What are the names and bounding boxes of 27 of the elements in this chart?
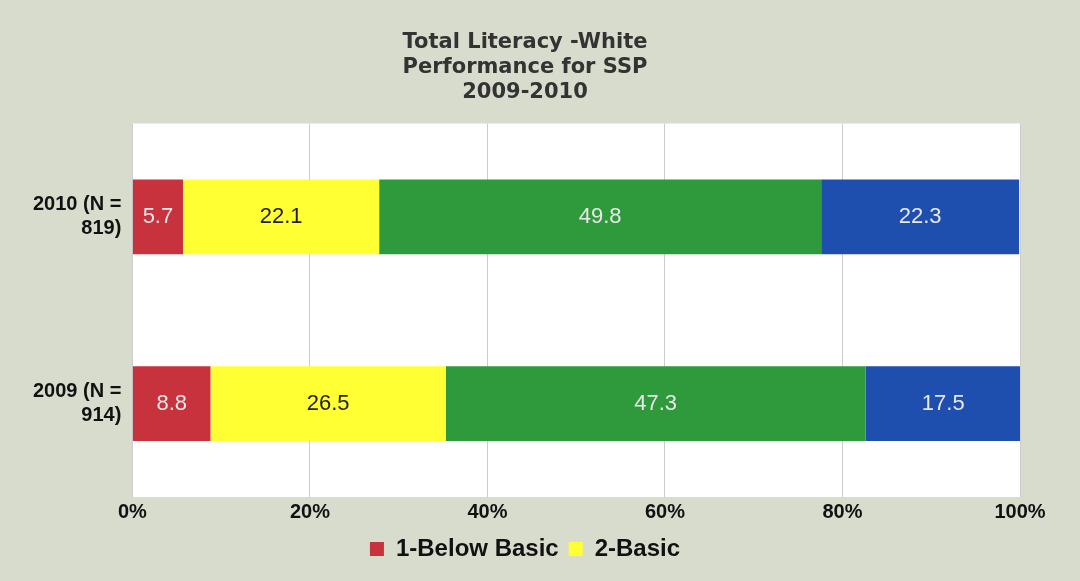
bar	[821, 179, 1020, 255]
data-label: 47.3	[634, 389, 678, 415]
legend-label: 1-Below Basic	[395, 533, 559, 561]
bar	[210, 366, 446, 441]
bar	[445, 366, 866, 441]
bar	[132, 366, 211, 441]
x-tick-label: 100%	[994, 499, 1046, 522]
data-label: 22.3	[898, 203, 942, 229]
y-tick-label: 2010 (N = 819)	[33, 192, 122, 239]
x-tick-label: 0%	[117, 499, 148, 522]
data-label: 5.7	[142, 203, 174, 229]
data-label: 26.5	[306, 389, 350, 415]
chart-title: Total Literacy -White Performance for SSP 2009-2010	[402, 29, 648, 104]
x-tick-label: 20%	[289, 499, 331, 522]
y-tick-label: 2009 (N = 914)	[33, 379, 122, 426]
bar	[182, 179, 380, 255]
bar	[379, 179, 822, 255]
bar	[865, 366, 1020, 441]
bar	[132, 179, 183, 255]
legend-label: 2-Basic	[594, 533, 681, 561]
data-label: 17.5	[921, 389, 965, 415]
x-tick-label: 60%	[644, 499, 686, 522]
x-tick-label: 40%	[467, 499, 508, 522]
data-label: 8.8	[156, 389, 187, 415]
data-label: 22.1	[259, 203, 303, 229]
x-tick-label: 80%	[822, 499, 863, 522]
data-label: 49.8	[578, 203, 622, 229]
